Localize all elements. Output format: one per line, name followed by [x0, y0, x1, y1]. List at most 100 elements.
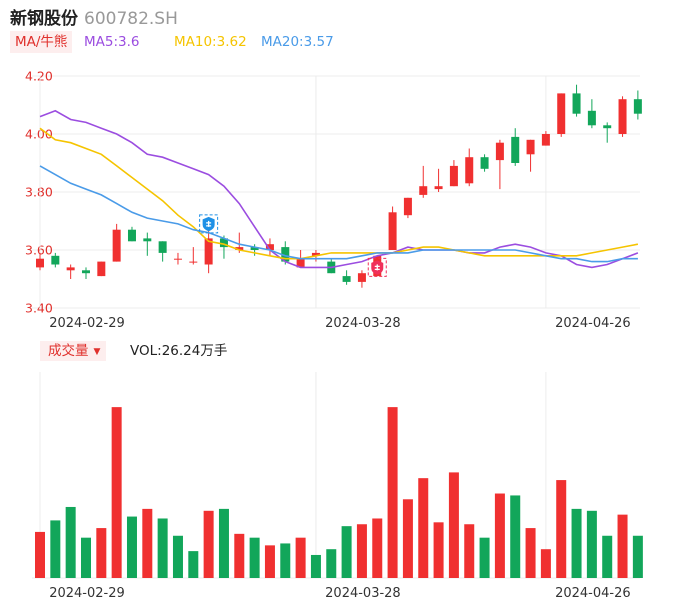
candle-body	[618, 99, 627, 134]
candle-body	[557, 93, 566, 134]
shield-red-icon[interactable]	[367, 257, 387, 277]
volume-bar	[571, 508, 582, 578]
volume-bar	[157, 518, 168, 578]
volume-bar	[372, 518, 383, 578]
price-axis-label: 4.20	[25, 69, 53, 84]
volume-bar	[111, 407, 122, 578]
caret-down-icon: ▼	[93, 347, 101, 357]
candle-body	[250, 247, 259, 250]
candle-body	[480, 157, 489, 169]
volume-bar	[602, 535, 613, 578]
volume-date-label: 2024-02-29	[49, 586, 125, 601]
volume-bar	[586, 510, 597, 578]
volume-bar	[525, 528, 536, 578]
volume-bar	[510, 495, 521, 578]
volume-bar	[203, 510, 214, 578]
volume-bar	[65, 506, 76, 578]
volume-indicator-tag[interactable]: 成交量 ▼	[40, 341, 107, 361]
volume-bar	[172, 535, 183, 578]
volume-bar	[280, 543, 291, 578]
candle-body	[587, 110, 596, 126]
ma20-value: MA20:3.57	[261, 34, 334, 50]
volume-bar	[356, 524, 367, 578]
volume-bar	[50, 520, 61, 578]
volume-bar	[264, 545, 275, 578]
candle-body	[603, 125, 612, 129]
candle-body	[511, 136, 520, 163]
volume-bar	[418, 478, 429, 578]
candle-body	[127, 229, 136, 242]
volume-bar	[556, 480, 567, 578]
volume-bar	[35, 531, 45, 578]
volume-bar	[464, 524, 475, 578]
stock-code: 600782.SH	[84, 9, 178, 29]
volume-date-label: 2024-04-26	[555, 586, 631, 601]
candle-body	[495, 142, 504, 161]
ma10-line	[39, 127, 639, 260]
candle-body	[158, 241, 167, 253]
volume-bar	[188, 551, 199, 578]
candle-body	[235, 247, 244, 250]
volume-bar	[326, 549, 337, 578]
candle-body	[357, 273, 366, 282]
candle-body	[572, 93, 581, 114]
price-axis-label: 3.80	[25, 185, 53, 200]
volume-value: VOL:26.24万手	[130, 343, 228, 359]
candle-body	[541, 134, 550, 146]
candle-body	[434, 186, 443, 190]
candle-body	[342, 276, 351, 282]
candle-body	[296, 258, 305, 268]
ma-indicator-tag[interactable]: MA/牛熊	[10, 31, 73, 53]
candle-body	[281, 247, 290, 262]
shield-blue-icon[interactable]	[199, 214, 219, 234]
volume-bar	[632, 535, 643, 578]
candle-body	[449, 165, 458, 187]
volume-bar	[295, 537, 306, 578]
volume-bar	[126, 516, 137, 578]
candle-body	[633, 99, 642, 114]
price-axis-label: 4.00	[25, 127, 53, 142]
candle-body	[204, 238, 213, 265]
candle-body	[265, 244, 274, 250]
volume-bar	[234, 533, 245, 578]
stock-name: 新钢股份	[10, 9, 78, 29]
ma10-value: MA10:3.62	[174, 34, 247, 50]
candle-body	[36, 258, 44, 268]
volume-bar	[448, 472, 459, 578]
price-date-label: 2024-03-28	[325, 316, 401, 331]
volume-bar	[433, 522, 444, 578]
candle-body	[51, 255, 60, 265]
volume-bar	[80, 537, 91, 578]
candle-body	[189, 261, 198, 263]
volume-bar	[494, 493, 505, 578]
candle-body	[143, 238, 152, 242]
candle-body	[419, 186, 428, 195]
volume-bar	[479, 537, 490, 578]
ma20-line	[39, 165, 638, 263]
price-date-label: 2024-02-29	[49, 316, 125, 331]
volume-bar	[142, 508, 153, 578]
candle-body	[465, 157, 474, 184]
volume-bar	[387, 407, 398, 578]
price-axis-label: 3.40	[25, 301, 53, 316]
volume-bar	[218, 508, 229, 578]
candle-body	[388, 212, 397, 250]
volume-bar	[249, 537, 260, 578]
stock-title: 新钢股份 600782.SH	[10, 4, 178, 29]
volume-bar	[617, 514, 628, 578]
candle-body	[526, 139, 535, 155]
candle-body	[311, 252, 320, 256]
candle-body	[81, 270, 90, 274]
candle-body	[403, 197, 412, 216]
volume-bar	[540, 549, 551, 578]
candle-body	[173, 258, 182, 260]
volume-date-label: 2024-03-28	[325, 586, 401, 601]
volume-bar	[402, 499, 413, 578]
candle-body	[219, 238, 228, 248]
candle-body	[112, 229, 121, 262]
volume-bar	[341, 526, 352, 578]
price-date-label: 2024-04-26	[555, 316, 631, 331]
price-axis-label: 3.60	[25, 243, 53, 258]
candle-body	[66, 267, 75, 271]
